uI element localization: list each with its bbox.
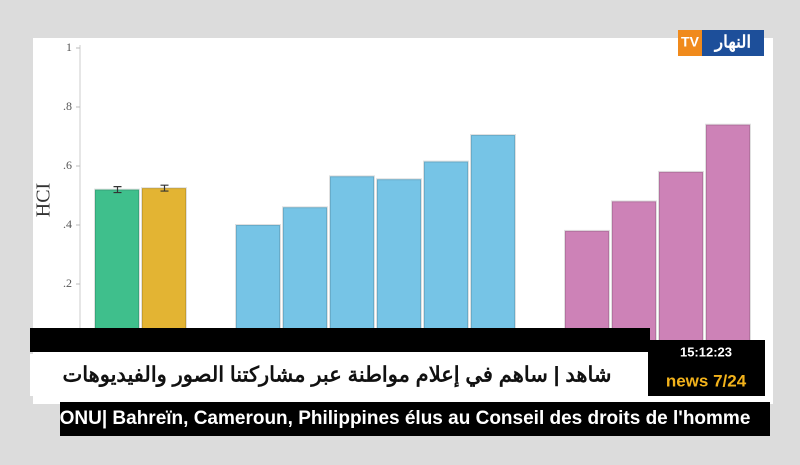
black-strip bbox=[30, 328, 650, 352]
bar bbox=[423, 160, 469, 344]
y-tick-label: .4 bbox=[63, 217, 72, 231]
bar bbox=[470, 134, 516, 344]
clock: 15:12:23 bbox=[680, 344, 732, 359]
bar bbox=[94, 188, 140, 344]
logo-name: النهار bbox=[713, 32, 751, 52]
y-tick-label: .2 bbox=[63, 276, 72, 290]
bar bbox=[611, 200, 657, 344]
news-band bbox=[60, 402, 770, 436]
logo-bg bbox=[702, 30, 764, 56]
bar bbox=[141, 187, 187, 344]
error-bar bbox=[113, 186, 122, 194]
headline: شاهد | ساهم في إعلام مواطنة عبر مشاركتنا… bbox=[63, 364, 612, 388]
plot: .2 .4 .6 .8 1 bbox=[63, 40, 751, 344]
bar bbox=[705, 123, 751, 344]
clock-box bbox=[648, 340, 765, 396]
bar bbox=[282, 206, 328, 344]
bar bbox=[329, 175, 375, 344]
logo-tv-bg bbox=[678, 30, 702, 56]
y-tick-label: .8 bbox=[63, 99, 72, 113]
news-text: ONU| Bahreïn, Cameroun, Philippines élus… bbox=[60, 408, 751, 429]
error-bar bbox=[160, 184, 169, 192]
channel-tag: news 7/24 bbox=[666, 371, 747, 390]
y-axis-label: HCI bbox=[33, 183, 55, 217]
y-tick-label: .6 bbox=[63, 158, 72, 172]
bar bbox=[235, 224, 281, 344]
headline-band bbox=[30, 354, 645, 396]
bar bbox=[564, 229, 610, 344]
bar bbox=[658, 170, 704, 344]
y-tick-label: 1 bbox=[66, 40, 72, 54]
logo-tv: TV bbox=[681, 34, 700, 50]
bar bbox=[376, 178, 422, 344]
